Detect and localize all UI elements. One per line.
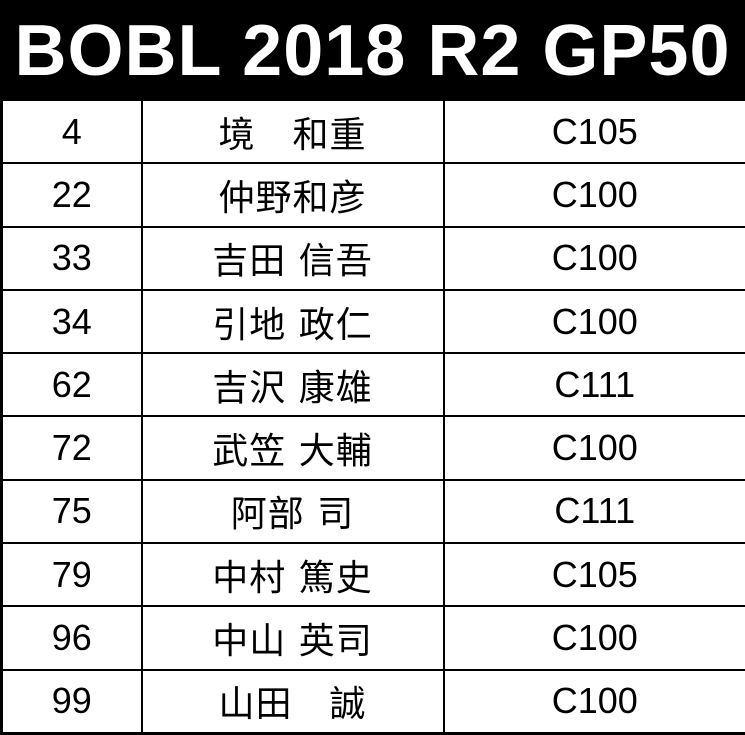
rider-name: 境 和重 — [142, 101, 444, 163]
rider-number: 72 — [2, 416, 142, 479]
roster-table: 4 境 和重 C105 22 仲野和彦 C100 33 吉田 信吾 C100 3… — [0, 101, 745, 735]
rider-class: C105 — [444, 101, 745, 163]
table-row: 96 中山 英司 C100 — [2, 606, 745, 669]
rider-name: 中村 篤史 — [142, 543, 444, 606]
rider-class: C111 — [444, 353, 745, 416]
rider-name: 吉田 信吾 — [142, 227, 444, 290]
rider-name: 中山 英司 — [142, 606, 444, 669]
table-row: 62 吉沢 康雄 C111 — [2, 353, 745, 416]
rider-class: C100 — [444, 227, 745, 290]
rider-class: C105 — [444, 543, 745, 606]
rider-name: 仲野和彦 — [142, 163, 444, 226]
table-row: 75 阿部 司 C111 — [2, 480, 745, 543]
rider-number: 22 — [2, 163, 142, 226]
sheet-title: BOBL 2018 R2 GP50 — [0, 0, 745, 101]
table-row: 22 仲野和彦 C100 — [2, 163, 745, 226]
rider-number: 99 — [2, 670, 142, 734]
rider-class: C100 — [444, 163, 745, 226]
table-row: 79 中村 篤史 C105 — [2, 543, 745, 606]
rider-number: 62 — [2, 353, 142, 416]
table-row: 4 境 和重 C105 — [2, 101, 745, 163]
rider-number: 96 — [2, 606, 142, 669]
rider-number: 79 — [2, 543, 142, 606]
rider-class: C100 — [444, 416, 745, 479]
rider-class: C111 — [444, 480, 745, 543]
table-row: 99 山田 誠 C100 — [2, 670, 745, 734]
rider-name: 引地 政仁 — [142, 290, 444, 353]
rider-class: C100 — [444, 290, 745, 353]
rider-number: 33 — [2, 227, 142, 290]
table-row: 34 引地 政仁 C100 — [2, 290, 745, 353]
rider-number: 75 — [2, 480, 142, 543]
rider-class: C100 — [444, 606, 745, 669]
table-row: 72 武笠 大輔 C100 — [2, 416, 745, 479]
rider-class: C100 — [444, 670, 745, 734]
rider-name: 阿部 司 — [142, 480, 444, 543]
rider-number: 4 — [2, 101, 142, 163]
rider-name: 山田 誠 — [142, 670, 444, 734]
rider-number: 34 — [2, 290, 142, 353]
table-row: 33 吉田 信吾 C100 — [2, 227, 745, 290]
rider-name: 吉沢 康雄 — [142, 353, 444, 416]
rider-name: 武笠 大輔 — [142, 416, 444, 479]
